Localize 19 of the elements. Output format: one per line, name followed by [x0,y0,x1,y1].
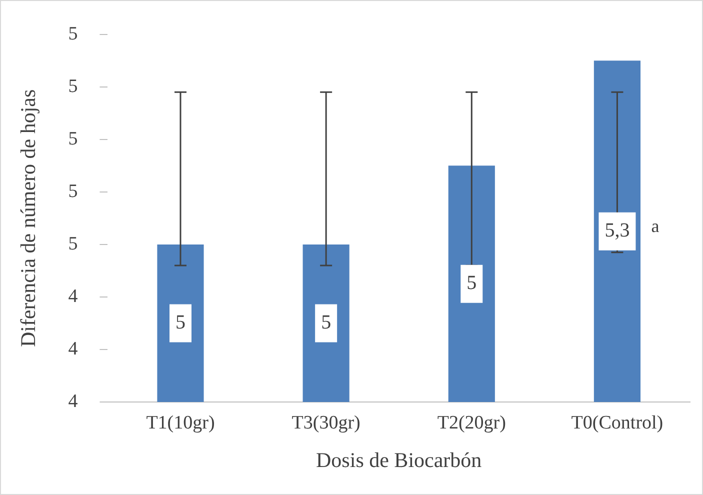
data-label: 5 [321,311,332,334]
x-tick-label: T1(10gr) [146,412,215,434]
y-tick-label: 5 [68,233,78,254]
y-tick-label: 5 [68,23,78,44]
x-tick-label: T2(20gr) [437,412,506,434]
y-tick-label: 5 [68,128,78,150]
x-tick-label: T0(Control) [571,412,664,434]
x-tick-label: T3(30gr) [292,412,360,434]
y-tick-label: 4 [68,390,78,412]
y-tick-label: 4 [68,338,78,360]
data-label: 5 [466,272,477,294]
y-axis-title: Diferencia de número de hojas [16,89,40,348]
data-label: 5 [175,311,186,334]
y-tick-label: 5 [68,180,78,202]
data-label: 5,3 [604,220,630,242]
annotation: a [651,216,660,236]
y-tick-label: 4 [68,286,78,307]
x-axis-title: Dosis de Biocarbón [316,448,482,472]
y-tick-label: 5 [68,76,78,97]
